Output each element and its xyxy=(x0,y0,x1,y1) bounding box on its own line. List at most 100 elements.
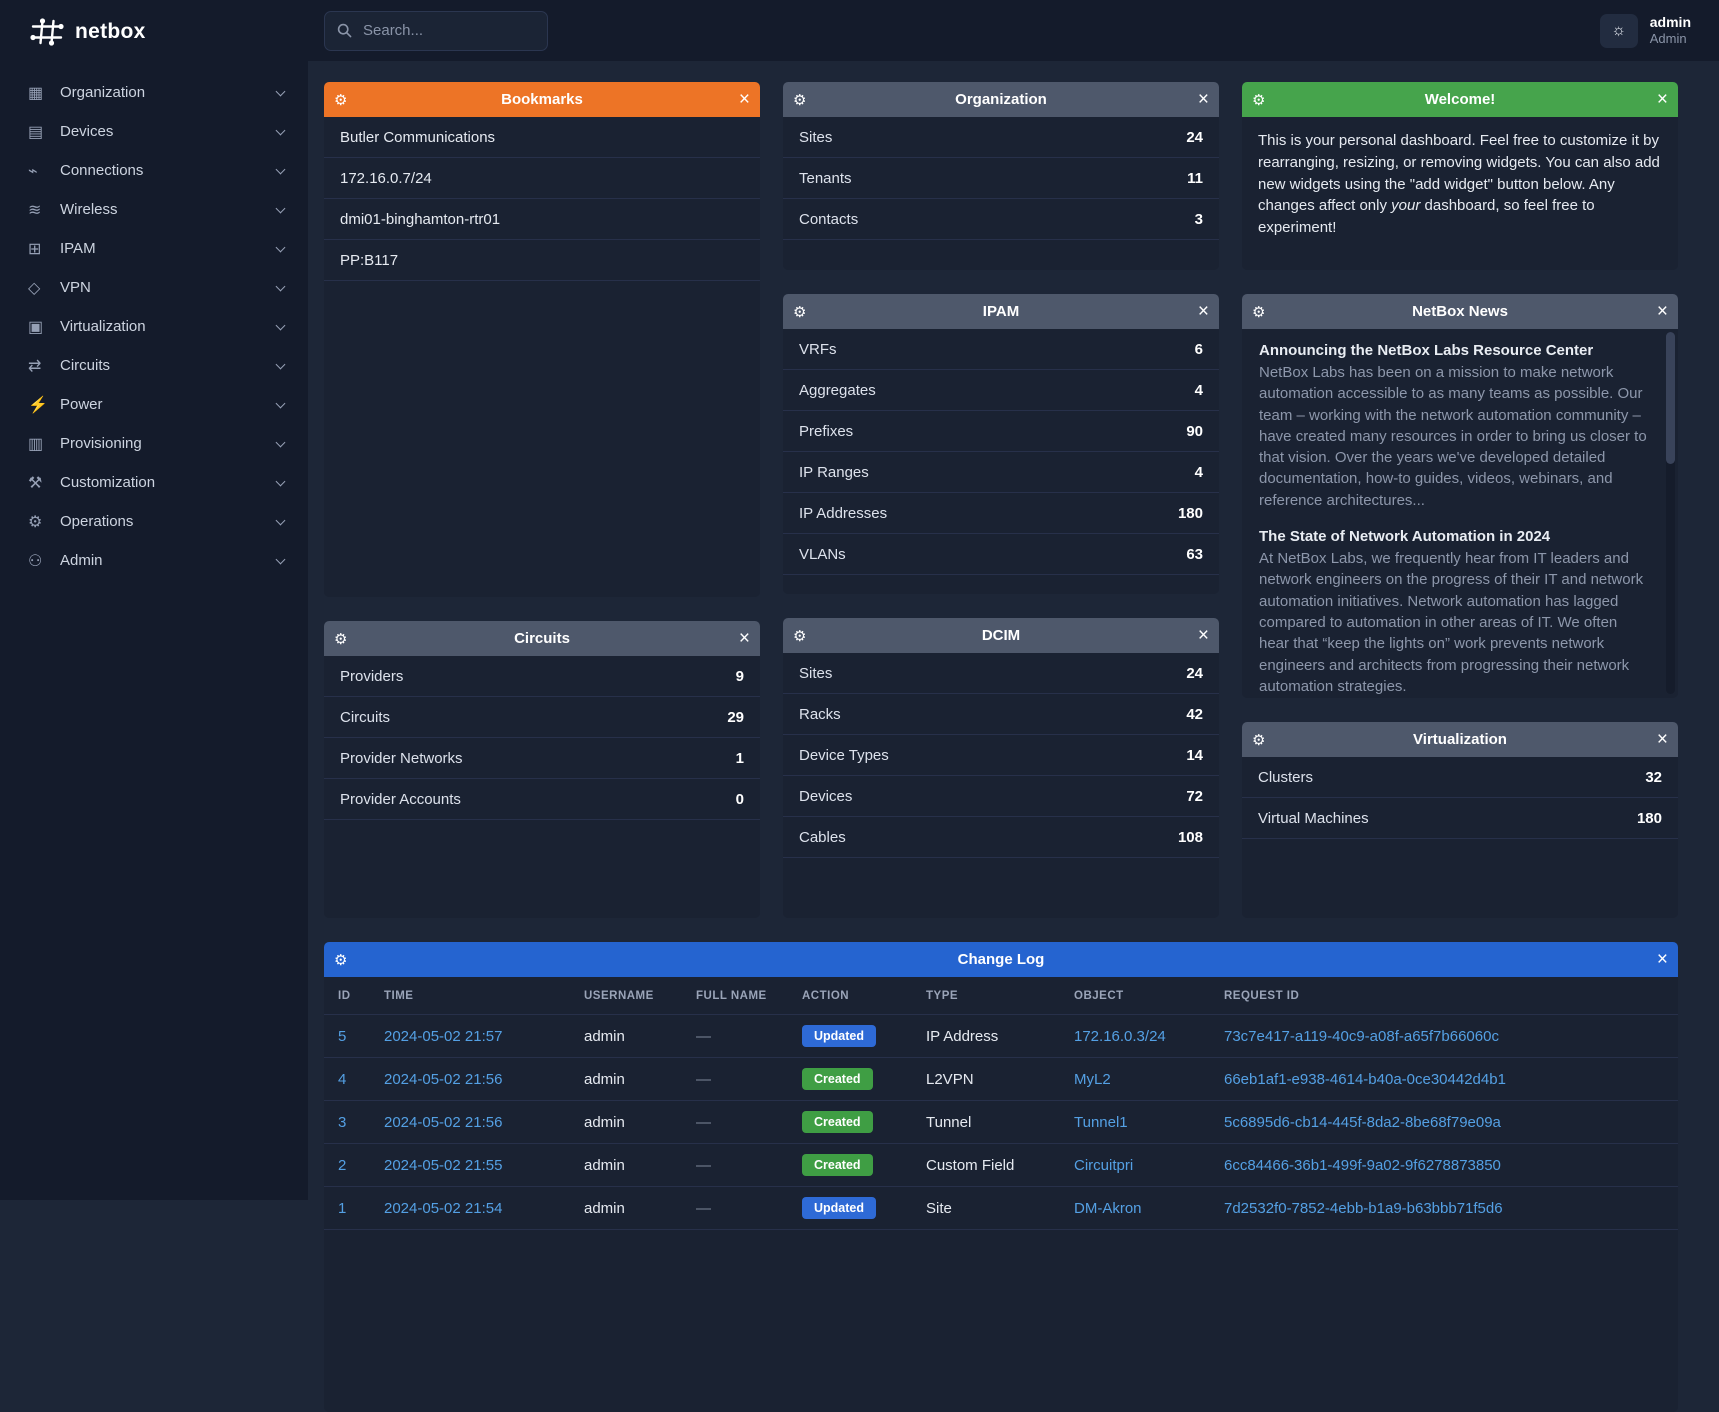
user-menu[interactable]: ☼ admin Admin xyxy=(1599,13,1691,48)
stat-value-link[interactable]: 63 xyxy=(1186,545,1203,563)
stat-value-link[interactable]: 42 xyxy=(1186,705,1203,723)
close-icon[interactable]: × xyxy=(1656,729,1668,750)
changelog-request-id-link[interactable]: 66eb1af1-e938-4614-b40a-0ce30442d4b1 xyxy=(1210,1057,1678,1101)
stat-value-link[interactable]: 14 xyxy=(1186,746,1203,764)
gear-icon[interactable]: ⚙ xyxy=(1252,91,1266,109)
changelog-object-link[interactable]: DM-Akron xyxy=(1060,1186,1210,1230)
stat-value-link[interactable]: 11 xyxy=(1187,169,1203,187)
sidebar-item-devices[interactable]: ▤ Devices xyxy=(0,112,308,151)
close-icon[interactable]: × xyxy=(1656,301,1668,322)
changelog-object-link[interactable]: MyL2 xyxy=(1060,1057,1210,1101)
changelog-id-link[interactable]: 2 xyxy=(324,1143,370,1187)
sidebar-item-connections[interactable]: ⌁ Connections xyxy=(0,151,308,190)
stat-value-link[interactable]: 32 xyxy=(1645,768,1662,786)
widget-title: IPAM xyxy=(982,303,1020,320)
gear-icon[interactable]: ⚙ xyxy=(793,627,807,645)
changelog-object-link[interactable]: Circuitpri xyxy=(1060,1143,1210,1187)
sidebar-item-label: Operations xyxy=(60,513,134,530)
news-article: The State of Network Automation in 2024 … xyxy=(1259,528,1650,697)
close-icon[interactable]: × xyxy=(738,89,750,110)
widget-header: ⚙ Virtualization × xyxy=(1242,722,1678,757)
stat-value-link[interactable]: 9 xyxy=(735,667,744,685)
widget-header: ⚙ NetBox News × xyxy=(1242,294,1678,329)
sidebar-item-organization[interactable]: ▦ Organization xyxy=(0,73,308,112)
bookmark-item[interactable]: 172.16.0.7/24 xyxy=(324,158,760,199)
stat-value-link[interactable]: 180 xyxy=(1177,504,1203,522)
stat-value-link[interactable]: 4 xyxy=(1194,463,1203,481)
stat-value-link[interactable]: 90 xyxy=(1186,422,1203,440)
changelog-request-id-link[interactable]: 73c7e417-a119-40c9-a08f-a65f7b66060c xyxy=(1210,1014,1678,1058)
changelog-request-id-link[interactable]: 7d2532f0-7852-4ebb-b1a9-b63bbb71f5d6 xyxy=(1210,1186,1678,1230)
sidebar-item-provisioning[interactable]: ▥ Provisioning xyxy=(0,424,308,463)
sidebar-item-circuits[interactable]: ⇄ Circuits xyxy=(0,346,308,385)
stat-row: Devices 72 xyxy=(783,776,1219,817)
changelog-id-link[interactable]: 5 xyxy=(324,1014,370,1058)
close-icon[interactable]: × xyxy=(1197,89,1209,110)
changelog-id-link[interactable]: 3 xyxy=(324,1100,370,1144)
changelog-id-link[interactable]: 4 xyxy=(324,1057,370,1101)
chevron-down-icon xyxy=(275,242,286,252)
gear-icon[interactable]: ⚙ xyxy=(334,91,348,109)
stat-value-link[interactable]: 0 xyxy=(735,790,744,808)
sidebar-item-virtualization[interactable]: ▣ Virtualization xyxy=(0,307,308,346)
stat-value-link[interactable]: 1 xyxy=(735,749,744,767)
widget-title: Virtualization xyxy=(1413,731,1507,748)
stat-value-link[interactable]: 108 xyxy=(1177,828,1203,846)
stat-row: Circuits 29 xyxy=(324,697,760,738)
gear-icon[interactable]: ⚙ xyxy=(1252,303,1266,321)
changelog-time-link[interactable]: 2024-05-02 21:56 xyxy=(370,1057,570,1101)
close-icon[interactable]: × xyxy=(1197,625,1209,646)
changelog-object-link[interactable]: 172.16.0.3/24 xyxy=(1060,1014,1210,1058)
stat-label: Clusters xyxy=(1258,768,1314,786)
sidebar-item-customization[interactable]: ⚒ Customization xyxy=(0,463,308,502)
sidebar-item-admin[interactable]: ⚇ Admin xyxy=(0,541,308,580)
bookmark-item[interactable]: PP:B117 xyxy=(324,240,760,281)
gear-icon[interactable]: ⚙ xyxy=(1252,731,1266,749)
bookmark-item[interactable]: dmi01-binghamton-rtr01 xyxy=(324,199,760,240)
main-area: ☼ admin Admin ⚙ Bookmarks × xyxy=(308,0,1719,1412)
gear-icon[interactable]: ⚙ xyxy=(334,951,348,969)
changelog-type: Site xyxy=(912,1186,1060,1230)
sidebar-item-operations[interactable]: ⚙ Operations xyxy=(0,502,308,541)
close-icon[interactable]: × xyxy=(1656,89,1668,110)
stat-label: Contacts xyxy=(799,210,859,228)
stat-value-link[interactable]: 24 xyxy=(1186,128,1203,146)
gear-icon[interactable]: ⚙ xyxy=(793,303,807,321)
stat-value-link[interactable]: 6 xyxy=(1194,340,1203,358)
stat-value-link[interactable]: 4 xyxy=(1194,381,1203,399)
close-icon[interactable]: × xyxy=(738,628,750,649)
scrollbar-thumb[interactable] xyxy=(1666,332,1675,464)
news-article-title[interactable]: The State of Network Automation in 2024 xyxy=(1259,528,1551,546)
changelog-time-link[interactable]: 2024-05-02 21:54 xyxy=(370,1186,570,1230)
bookmark-item[interactable]: Butler Communications xyxy=(324,117,760,158)
dashboard-column-3: ⚙ Welcome! × This is your personal dashb… xyxy=(1242,82,1678,918)
gear-icon[interactable]: ⚙ xyxy=(334,630,348,648)
sidebar-item-wireless[interactable]: ≋ Wireless xyxy=(0,190,308,229)
search-input[interactable] xyxy=(361,21,535,40)
changelog-time-link[interactable]: 2024-05-02 21:57 xyxy=(370,1014,570,1058)
stat-row: IP Addresses 180 xyxy=(783,493,1219,534)
close-icon[interactable]: × xyxy=(1197,301,1209,322)
changelog-id-link[interactable]: 1 xyxy=(324,1186,370,1230)
stat-value-link[interactable]: 29 xyxy=(727,708,744,726)
changelog-request-id-link[interactable]: 6cc84466-36b1-499f-9a02-9f6278873850 xyxy=(1210,1143,1678,1187)
sidebar-item-vpn[interactable]: ◇ VPN xyxy=(0,268,308,307)
stat-value-link[interactable]: 180 xyxy=(1636,809,1662,827)
changelog-request-id-link[interactable]: 5c6895d6-cb14-445f-8da2-8be68f79e09a xyxy=(1210,1100,1678,1144)
sidebar-item-ipam[interactable]: ⊞ IPAM xyxy=(0,229,308,268)
stat-row: Sites 24 xyxy=(783,117,1219,158)
stat-value-link[interactable]: 3 xyxy=(1194,210,1203,228)
stat-value-link[interactable]: 72 xyxy=(1186,787,1203,805)
close-icon[interactable]: × xyxy=(1656,949,1668,970)
sidebar-item-power[interactable]: ⚡ Power xyxy=(0,385,308,424)
netbox-logo[interactable]: netbox xyxy=(0,0,308,61)
changelog-time-link[interactable]: 2024-05-02 21:56 xyxy=(370,1100,570,1144)
changelog-object-link[interactable]: Tunnel1 xyxy=(1060,1100,1210,1144)
changelog-time-link[interactable]: 2024-05-02 21:55 xyxy=(370,1143,570,1187)
news-article-title[interactable]: Announcing the NetBox Labs Resource Cent… xyxy=(1259,342,1594,359)
gear-icon[interactable]: ⚙ xyxy=(793,91,807,109)
sidebar-item-label: Devices xyxy=(60,123,114,140)
theme-toggle-button[interactable]: ☼ xyxy=(1599,13,1638,48)
stat-value-link[interactable]: 24 xyxy=(1186,664,1203,682)
scrollbar[interactable] xyxy=(1666,332,1675,694)
